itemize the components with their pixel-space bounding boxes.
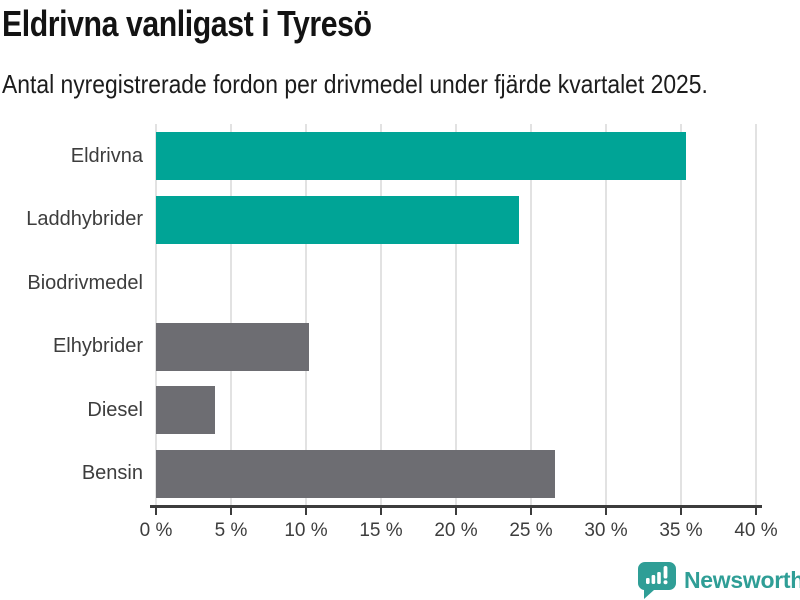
logo-bar-1 <box>646 578 650 584</box>
x-axis-line <box>150 505 762 508</box>
logo-exclamation-stem <box>663 566 668 579</box>
x-axis-tick <box>605 508 607 515</box>
bar-eldrivna <box>156 132 686 180</box>
category-label-bensin: Bensin <box>81 462 143 485</box>
gridline <box>155 124 157 505</box>
newsworthy-logo: Newsworthy <box>637 561 800 600</box>
category-label-eldrivna: Eldrivna <box>70 144 143 167</box>
x-axis-tick-label: 5 % <box>214 520 248 541</box>
x-axis-tick-label: 0 % <box>139 520 173 541</box>
category-label-laddhybrider: Laddhybrider <box>26 208 143 231</box>
bar-elhybrider <box>156 322 309 371</box>
x-axis-tick-label: 25 % <box>509 520 553 541</box>
gridline <box>305 124 307 505</box>
x-axis-tick <box>230 508 232 515</box>
gridline <box>755 124 757 505</box>
logo-bar-2 <box>651 575 656 584</box>
x-axis-tick <box>380 508 382 515</box>
x-axis-tick-label: 15 % <box>359 520 403 541</box>
x-axis-tick-label: 35 % <box>659 520 703 541</box>
x-axis-tick-label: 40 % <box>734 520 778 541</box>
x-axis-tick <box>680 508 682 515</box>
x-axis-tick-label: 10 % <box>284 520 328 541</box>
plot-area <box>155 124 757 505</box>
gridline <box>680 124 682 505</box>
chart-subtitle: Antal nyregistrerade fordon per drivmede… <box>2 69 708 99</box>
gridline <box>380 124 382 505</box>
category-label-elhybrider: Elhybrider <box>52 335 143 358</box>
bar-bensin <box>156 449 555 498</box>
x-axis-tick <box>155 508 157 515</box>
category-label-biodrivmedel: Biodrivmedel <box>27 271 143 294</box>
x-axis-tick <box>755 508 757 515</box>
gridline <box>530 124 532 505</box>
x-axis-tick <box>530 508 532 515</box>
gridline <box>455 124 457 505</box>
brand-name: Newsworthy <box>684 567 800 593</box>
logo-bar-3 <box>657 572 661 584</box>
x-axis-tick-label: 30 % <box>584 520 628 541</box>
bar-laddhybrider <box>156 195 519 244</box>
newsworthy-logo-icon <box>637 562 676 599</box>
gridline <box>230 124 232 505</box>
x-axis-tick-label: 20 % <box>434 520 478 541</box>
bar-diesel <box>156 386 215 434</box>
x-axis-tick <box>455 508 457 515</box>
gridline <box>605 124 607 505</box>
chart-title: Eldrivna vanligast i Tyresö <box>2 3 372 44</box>
logo-exclamation-dot <box>663 580 668 585</box>
x-axis-tick <box>305 508 307 515</box>
category-label-diesel: Diesel <box>87 398 143 421</box>
